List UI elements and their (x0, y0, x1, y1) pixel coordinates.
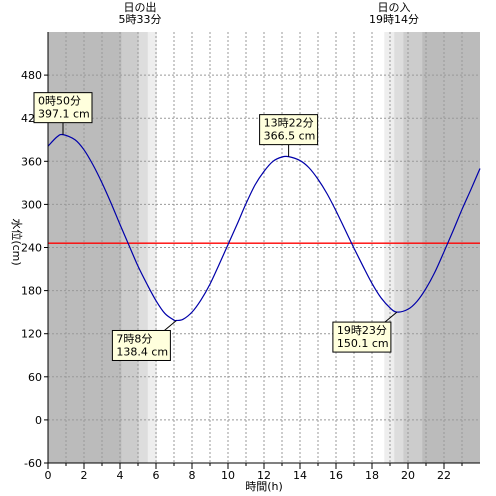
x-axis-title: 時間(h) (245, 480, 283, 493)
sunset-label: 日の入 (378, 1, 411, 14)
y-tick-label: 120 (21, 328, 42, 341)
night-band-evening (422, 32, 480, 463)
sunset-time: 19時14分 (369, 13, 419, 26)
annotation-time: 7時8分 (116, 332, 152, 345)
y-tick-label: 240 (21, 242, 42, 255)
x-tick-label: 0 (45, 469, 52, 482)
sunrise-time: 5時33分 (119, 13, 162, 26)
annotation-level: 366.5 cm (264, 130, 316, 143)
annotation-time: 13時22分 (264, 117, 314, 130)
annotation-level: 397.1 cm (38, 108, 90, 121)
y-tick-label: -60 (24, 457, 42, 470)
annotation-box (33, 92, 93, 124)
annotation-box (332, 321, 392, 353)
twilight-band-evening-mid (394, 32, 404, 463)
axes: 0 2 4 6 8 10 12 14 16 18 20 22-60060120180240300360… (21, 32, 480, 482)
annotation-box (111, 329, 171, 361)
x-tick-label: 16 (329, 469, 343, 482)
y-tick-label: 0 (35, 414, 42, 427)
annotation-time: 19時23分 (337, 324, 387, 337)
annotation-level: 138.4 cm (116, 345, 168, 358)
x-tick-label: 22 (437, 469, 451, 482)
sunrise-label: 日の出 (124, 0, 157, 14)
day-band (156, 32, 385, 463)
x-tick-label: 12 (257, 469, 271, 482)
x-tick-label: 20 (401, 469, 415, 482)
y-tick-label: 60 (28, 371, 42, 384)
x-tick-label: 4 (117, 469, 124, 482)
y-tick-label: 360 (21, 155, 42, 168)
x-tick-label: 6 (153, 469, 160, 482)
y-tick-label: 300 (21, 198, 42, 211)
annotation-pointer (164, 320, 177, 331)
y-tick-label: 180 (21, 285, 42, 298)
annotation-time: 0時50分 (38, 95, 81, 108)
x-tick-label: 14 (293, 469, 307, 482)
annotation-box (259, 114, 319, 146)
twilight-band-morning-mid (138, 32, 148, 463)
tide-level-line (47, 133, 481, 322)
y-axis-title: 水位(cm) (10, 218, 24, 265)
y-tick-label: 480 (21, 69, 42, 82)
annotation-level: 150.1 cm (337, 337, 389, 350)
x-tick-label: 10 (221, 469, 235, 482)
x-tick-label: 18 (365, 469, 379, 482)
annotation-pointer (384, 311, 398, 323)
x-tick-label: 2 (81, 469, 88, 482)
x-tick-label: 8 (189, 469, 196, 482)
series-group (47, 133, 481, 322)
